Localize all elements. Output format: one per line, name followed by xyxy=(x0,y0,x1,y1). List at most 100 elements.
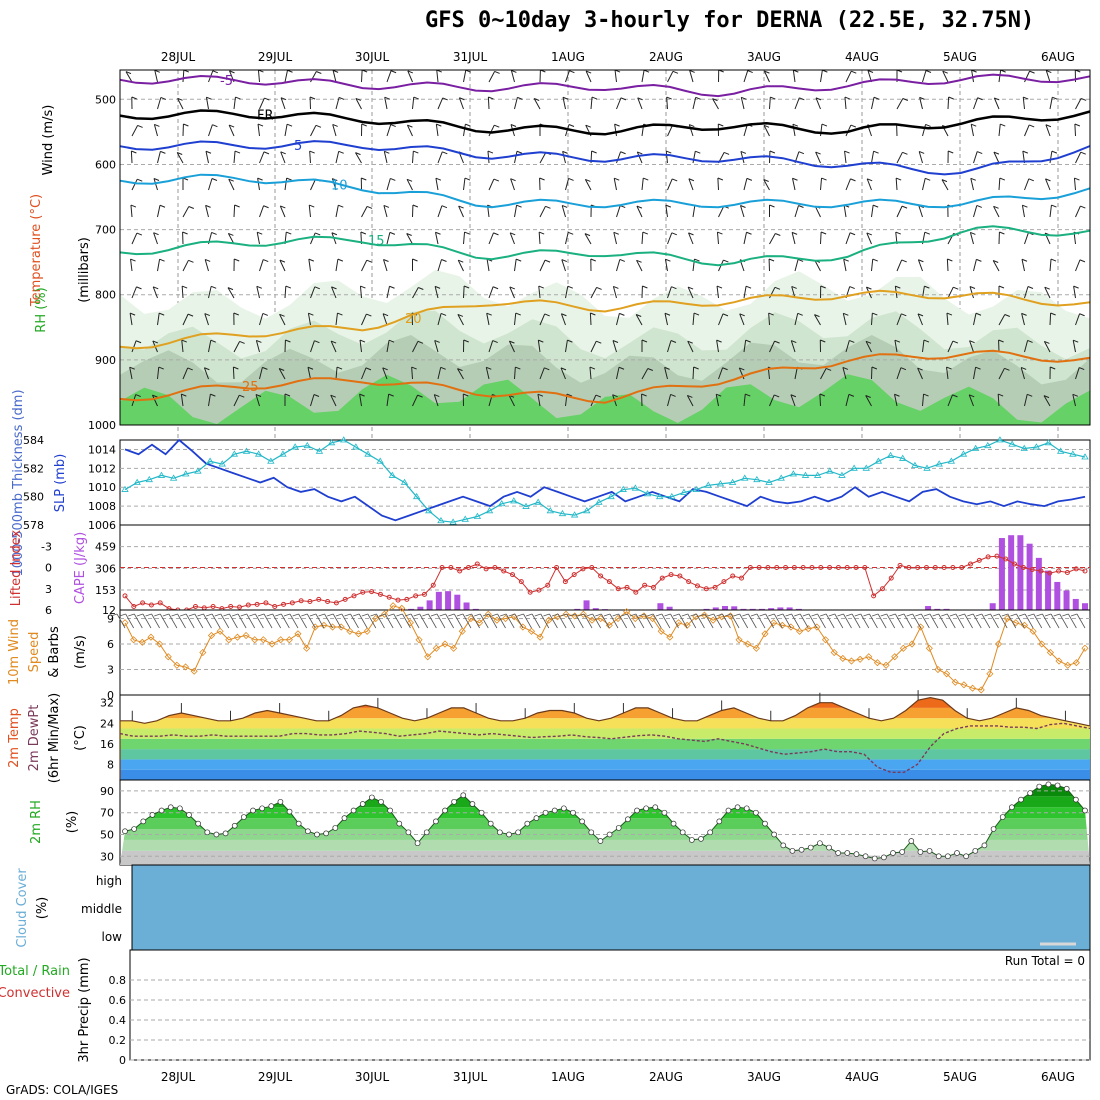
wind-barb xyxy=(920,613,930,629)
wind-barb xyxy=(740,205,745,218)
wind-barb-flag xyxy=(129,366,135,370)
wind-barb xyxy=(820,368,827,380)
wind-barb-flag xyxy=(1010,613,1017,617)
wind10-point xyxy=(899,644,907,652)
wind-barb xyxy=(228,124,235,137)
wind-barb xyxy=(964,613,973,629)
wind-barb-flag xyxy=(848,393,855,397)
wind-barb-flag xyxy=(435,231,441,235)
wind-barb xyxy=(488,340,494,353)
wind-barb-flag xyxy=(494,124,500,128)
wind-barb xyxy=(1022,97,1025,110)
wind-barb xyxy=(946,613,956,629)
wind-barb-flag xyxy=(1074,177,1080,181)
pressure-tick-label: 800 xyxy=(95,289,116,302)
wind-barb xyxy=(843,613,852,629)
wind10-line xyxy=(124,605,1086,691)
wind10-point xyxy=(424,653,432,661)
wind-barb xyxy=(692,151,696,164)
thickness-point xyxy=(340,436,348,443)
wind-barb-flag xyxy=(620,151,626,155)
wind-barb xyxy=(204,259,209,272)
wind10-point xyxy=(441,640,449,648)
wind-barb-flag xyxy=(257,613,265,617)
wind10-point xyxy=(285,636,293,644)
wind-barb-flag xyxy=(413,96,419,100)
wind-barb xyxy=(157,259,161,272)
wind-barb xyxy=(664,259,668,272)
wind10-point xyxy=(181,663,190,671)
rh-point xyxy=(945,853,951,860)
wind10-point xyxy=(588,616,596,624)
pressure-tick-label: 900 xyxy=(95,354,116,367)
lifted-point xyxy=(827,565,833,570)
wind-barb xyxy=(585,70,592,83)
wind-barb xyxy=(565,178,570,191)
wind-barb xyxy=(688,232,694,245)
wind-barb-flag xyxy=(797,258,804,262)
wind-barb-flag xyxy=(366,205,373,209)
rh-point xyxy=(716,818,723,825)
wind-barb-flag xyxy=(239,340,245,344)
thickness-point xyxy=(400,478,409,485)
thickness-point xyxy=(570,511,579,518)
lifted-tick-label: 6 xyxy=(45,604,52,617)
wind-barb-flag xyxy=(595,613,602,617)
lifted-point xyxy=(448,565,454,570)
lifted-point xyxy=(774,565,780,570)
lifted-point xyxy=(985,554,991,560)
wind-barb-flag xyxy=(999,231,1005,235)
rh-point xyxy=(524,820,531,827)
wind-barb-flag xyxy=(335,613,342,617)
wind-barb-flag xyxy=(992,260,999,263)
wind-barb-flag xyxy=(716,285,723,289)
wind-barb xyxy=(825,613,835,629)
wind-barb-flag xyxy=(255,394,262,397)
lifted-point xyxy=(994,553,1000,559)
wind-barb xyxy=(533,98,541,110)
wind-barb-flag xyxy=(486,312,492,316)
wind-barb-flag xyxy=(688,178,695,182)
cape-bar xyxy=(758,608,765,610)
wind-barb-flag xyxy=(332,69,339,73)
lifted-point xyxy=(228,603,234,609)
temp-contour-label: 15 xyxy=(368,234,385,249)
thickness-point xyxy=(145,475,154,483)
thickness-point xyxy=(206,457,214,464)
wind10-point xyxy=(873,659,881,667)
wind-barb-flag xyxy=(159,204,166,208)
wind-barb xyxy=(1021,313,1025,326)
rh-point xyxy=(679,829,686,836)
rh-point xyxy=(1063,785,1070,792)
wind-tick-label: 9 xyxy=(107,613,114,626)
wind-barb-flag xyxy=(355,152,361,156)
wind-barb-flag xyxy=(517,613,524,617)
wind-barb xyxy=(332,613,342,629)
wind-barb-flag xyxy=(434,394,440,398)
wind-barb-flag xyxy=(665,204,672,208)
wind-barb-flag xyxy=(895,177,902,181)
lifted-point xyxy=(404,596,410,602)
wind-barb-flag xyxy=(815,97,822,101)
rh-point xyxy=(954,850,960,856)
rh-tick-label: 70 xyxy=(100,807,114,820)
rh-point xyxy=(670,820,677,827)
wind-barb xyxy=(661,613,671,629)
wind-barb-flag xyxy=(280,205,286,209)
wind-barb xyxy=(584,233,592,245)
wind-barb-flag xyxy=(585,124,591,128)
wind-barb xyxy=(437,205,443,218)
wind-barb-flag xyxy=(958,613,965,617)
rh-point xyxy=(423,829,430,836)
wind-barb xyxy=(998,124,1001,137)
wind-barb-flag xyxy=(641,339,648,343)
slp-tick-label: 1008 xyxy=(88,500,116,513)
wind-barb-flag xyxy=(863,613,870,617)
wind-barb-flag xyxy=(212,70,218,74)
wind-barb-flag xyxy=(763,124,770,128)
wind-barb-flag xyxy=(422,613,429,617)
wind-barb-flag xyxy=(821,123,828,127)
wind-barb-flag xyxy=(465,123,471,127)
wind-barb-flag xyxy=(849,232,856,236)
wind-barb xyxy=(565,70,570,83)
